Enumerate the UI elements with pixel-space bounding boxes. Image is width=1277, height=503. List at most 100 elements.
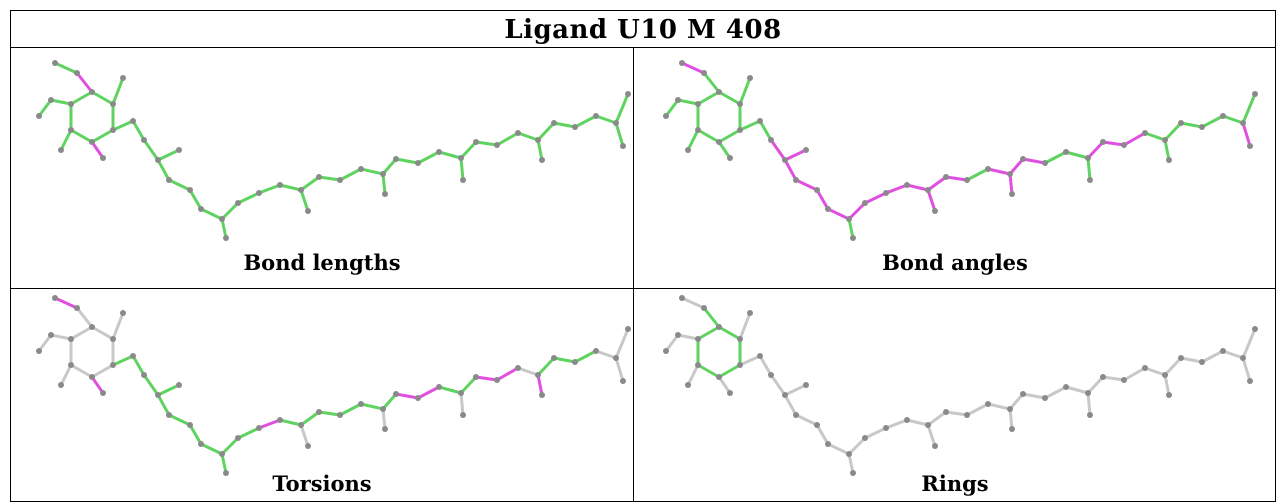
atom [380,406,386,412]
bond [815,423,830,446]
bond [1008,172,1014,196]
bond [717,140,732,160]
atom [825,206,831,212]
atom [515,130,521,136]
atom [89,324,95,330]
bond [220,201,240,221]
bond [738,119,762,132]
atom [620,378,626,384]
atom [925,187,931,193]
atom [850,470,856,476]
bond [552,356,577,364]
atom [1247,378,1253,384]
atom [166,412,172,418]
bond [717,363,742,379]
bond [516,366,540,377]
bond [696,128,721,144]
bond [794,178,819,192]
bond [156,148,181,162]
atom [89,139,95,145]
bond [359,167,385,176]
atom [120,310,126,316]
atom [1085,390,1091,396]
atom [1240,120,1246,126]
bond [536,356,556,377]
bond [131,119,146,142]
atom [100,390,106,396]
caption-bond-angles: Bond angles [882,250,1028,275]
atom [782,157,788,163]
atom [943,409,949,415]
bond [236,191,261,205]
bond [944,410,969,417]
atom [458,155,464,161]
atom [277,417,283,423]
bond [459,375,478,395]
atom [89,374,95,380]
atom [943,174,949,180]
atom [535,372,541,378]
bond [1122,366,1147,382]
atom [737,127,743,133]
bond [926,188,937,213]
atom [747,310,753,316]
bond [1163,373,1171,397]
bond [381,172,387,196]
atom [316,409,322,415]
atom [1166,392,1172,398]
bond [986,402,1012,411]
bond [167,178,192,192]
bond [552,121,577,129]
bond [199,207,224,221]
bond [676,333,700,341]
bond [156,383,181,397]
atom [675,332,681,338]
bond [37,333,53,353]
bond [614,121,625,148]
atom [337,412,343,418]
atom [814,187,820,193]
atom [768,372,774,378]
bond [686,128,700,152]
bond [338,167,363,182]
atom [727,390,733,396]
caption-bond-lengths: Bond lengths [243,250,401,275]
atom [337,177,343,183]
bond [299,410,321,427]
bond [90,375,105,395]
atom [904,182,910,188]
atom [932,208,938,214]
column-divider [633,48,634,502]
atom [695,362,701,368]
atom [358,166,364,172]
bond [826,442,851,456]
atom [176,382,182,388]
bond [664,98,680,118]
bond [220,452,228,475]
atom [36,113,42,119]
bond [1200,114,1225,129]
atom [141,372,147,378]
bond [1241,356,1252,383]
title-divider [11,47,1275,48]
atom [382,426,388,432]
bond [142,138,160,162]
atom [803,382,809,388]
bond [1179,356,1204,364]
bond [69,363,94,379]
panel-rings: Rings [634,289,1276,502]
atom [58,382,64,388]
atom [277,182,283,188]
atom [1007,171,1013,177]
atom [187,187,193,193]
panel-torsions: Torsions [11,289,633,502]
atom [625,326,631,332]
atom [685,382,691,388]
bond [111,119,135,132]
atom [141,137,147,143]
atom [198,441,204,447]
molecule-rings [663,295,1258,476]
bond [317,175,342,182]
bond [614,327,630,360]
atom [219,216,225,222]
